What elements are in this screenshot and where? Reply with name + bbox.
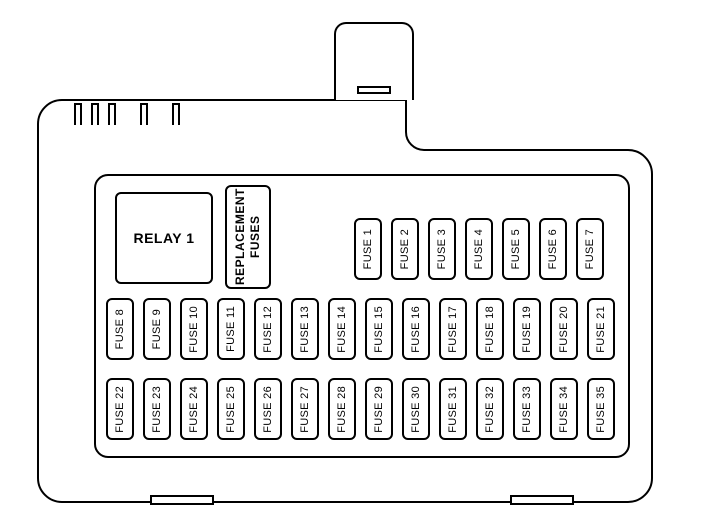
fuse-5: FUSE 5: [502, 218, 530, 280]
fuse-label: FUSE 10: [188, 306, 200, 353]
fuse-27: FUSE 27: [291, 378, 319, 440]
fuse-33: FUSE 33: [513, 378, 541, 440]
fuse-label: FUSE 18: [484, 306, 496, 353]
fuse-label: FUSE 29: [373, 386, 385, 433]
fuse-31: FUSE 31: [439, 378, 467, 440]
connector-pin: [74, 103, 82, 125]
fuse-15: FUSE 15: [365, 298, 393, 360]
connector-pin: [140, 103, 148, 125]
fuse-26: FUSE 26: [254, 378, 282, 440]
mount-slot: [510, 495, 574, 505]
fuse-2: FUSE 2: [391, 218, 419, 280]
fuse-3: FUSE 3: [428, 218, 456, 280]
fuse-10: FUSE 10: [180, 298, 208, 360]
top-clip-slot: [357, 86, 391, 94]
fuse-22: FUSE 22: [106, 378, 134, 440]
fuse-label: FUSE 31: [447, 386, 459, 433]
connector-pin: [91, 103, 99, 125]
fuse-label: FUSE 26: [262, 386, 274, 433]
fuse-8: FUSE 8: [106, 298, 134, 360]
fuse-label: FUSE 2: [399, 229, 411, 269]
fuse-label: FUSE 14: [336, 306, 348, 353]
fuse-label: FUSE 9: [151, 309, 163, 349]
fuse-label: FUSE 16: [410, 306, 422, 353]
fuse-7: FUSE 7: [576, 218, 604, 280]
fuse-6: FUSE 6: [539, 218, 567, 280]
fuse-label: FUSE 35: [595, 386, 607, 433]
fuse-label: FUSE 21: [595, 306, 607, 353]
fuse-label: FUSE 4: [473, 229, 485, 269]
fuse-label: FUSE 1: [362, 229, 374, 269]
fuse-label: FUSE 32: [484, 386, 496, 433]
fuse-label: FUSE 22: [114, 386, 126, 433]
fuse-label: FUSE 6: [547, 229, 559, 269]
relay-1: RELAY 1: [115, 192, 213, 284]
fuse-28: FUSE 28: [328, 378, 356, 440]
fuse-14: FUSE 14: [328, 298, 356, 360]
fuse-30: FUSE 30: [402, 378, 430, 440]
fuse-box-diagram: RELAY 1 REPLACEMENT FUSES FUSE 1 FUSE 2 FU…: [0, 0, 701, 523]
fuse-label: FUSE 13: [299, 306, 311, 353]
fuse-16: FUSE 16: [402, 298, 430, 360]
replacement-fuses-label: REPLACEMENT FUSES: [233, 187, 263, 287]
fuse-25: FUSE 25: [217, 378, 245, 440]
fuse-label: FUSE 30: [410, 386, 422, 433]
fuse-label: FUSE 25: [225, 386, 237, 433]
top-clip: [334, 22, 414, 100]
fuse-21: FUSE 21: [587, 298, 615, 360]
fuse-9: FUSE 9: [143, 298, 171, 360]
fuse-label: FUSE 3: [436, 229, 448, 269]
fuse-label: FUSE 20: [558, 306, 570, 353]
fuse-label: FUSE 19: [521, 306, 533, 353]
fuse-label: FUSE 5: [510, 229, 522, 269]
fuse-34: FUSE 34: [550, 378, 578, 440]
fuse-label: FUSE 27: [299, 386, 311, 433]
fuse-12: FUSE 12: [254, 298, 282, 360]
fuse-label: FUSE 33: [521, 386, 533, 433]
fuse-4: FUSE 4: [465, 218, 493, 280]
fuse-18: FUSE 18: [476, 298, 504, 360]
replacement-fuses-slot: REPLACEMENT FUSES: [225, 185, 271, 289]
fuse-23: FUSE 23: [143, 378, 171, 440]
connector-pin: [172, 103, 180, 125]
connector-pin: [108, 103, 116, 125]
fuse-label: FUSE 17: [447, 306, 459, 353]
relay-label: RELAY 1: [133, 230, 194, 246]
fuse-32: FUSE 32: [476, 378, 504, 440]
fuse-11: FUSE 11: [217, 298, 245, 360]
fuse-20: FUSE 20: [550, 298, 578, 360]
fuse-label: FUSE 15: [373, 306, 385, 353]
fuse-label: FUSE 34: [558, 386, 570, 433]
mount-slot: [150, 495, 214, 505]
fuse-35: FUSE 35: [587, 378, 615, 440]
fuse-label: FUSE 11: [225, 306, 237, 352]
fuse-13: FUSE 13: [291, 298, 319, 360]
fuse-24: FUSE 24: [180, 378, 208, 440]
fuse-label: FUSE 24: [188, 386, 200, 433]
fuse-label: FUSE 7: [584, 229, 596, 269]
fuse-19: FUSE 19: [513, 298, 541, 360]
fuse-label: FUSE 28: [336, 386, 348, 433]
fuse-29: FUSE 29: [365, 378, 393, 440]
fuse-label: FUSE 8: [114, 309, 126, 349]
fuse-1: FUSE 1: [354, 218, 382, 280]
fuse-17: FUSE 17: [439, 298, 467, 360]
fuse-label: FUSE 12: [262, 306, 274, 353]
fuse-label: FUSE 23: [151, 386, 163, 433]
